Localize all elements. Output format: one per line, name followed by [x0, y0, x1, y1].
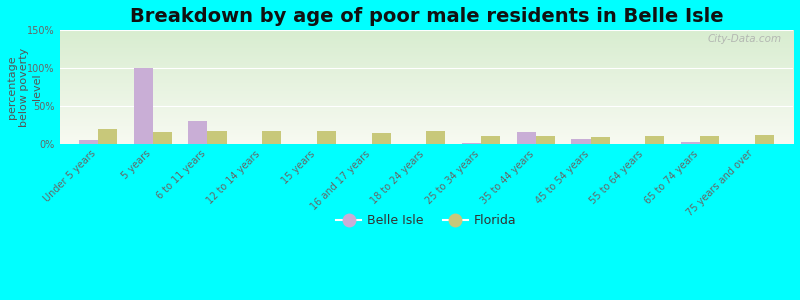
Bar	[317, 131, 336, 144]
Bar	[481, 136, 500, 144]
Bar	[153, 132, 172, 144]
Legend: Belle Isle, Florida: Belle Isle, Florida	[331, 209, 522, 232]
Title: Breakdown by age of poor male residents in Belle Isle: Breakdown by age of poor male residents …	[130, 7, 723, 26]
Text: City-Data.com: City-Data.com	[708, 34, 782, 44]
Bar	[371, 133, 390, 144]
Bar	[571, 139, 590, 144]
Bar	[134, 68, 153, 144]
Bar	[590, 137, 610, 144]
Bar	[207, 131, 226, 144]
Y-axis label: percentage
below poverty
level: percentage below poverty level	[7, 47, 42, 127]
Bar	[188, 121, 207, 144]
Bar	[517, 132, 536, 144]
Bar	[262, 131, 282, 144]
Bar	[681, 142, 700, 144]
Bar	[754, 135, 774, 144]
Bar	[646, 136, 665, 144]
Bar	[98, 129, 117, 144]
Bar	[462, 143, 481, 144]
Bar	[700, 136, 719, 144]
Bar	[426, 131, 446, 144]
Bar	[536, 136, 555, 144]
Bar	[78, 140, 98, 144]
